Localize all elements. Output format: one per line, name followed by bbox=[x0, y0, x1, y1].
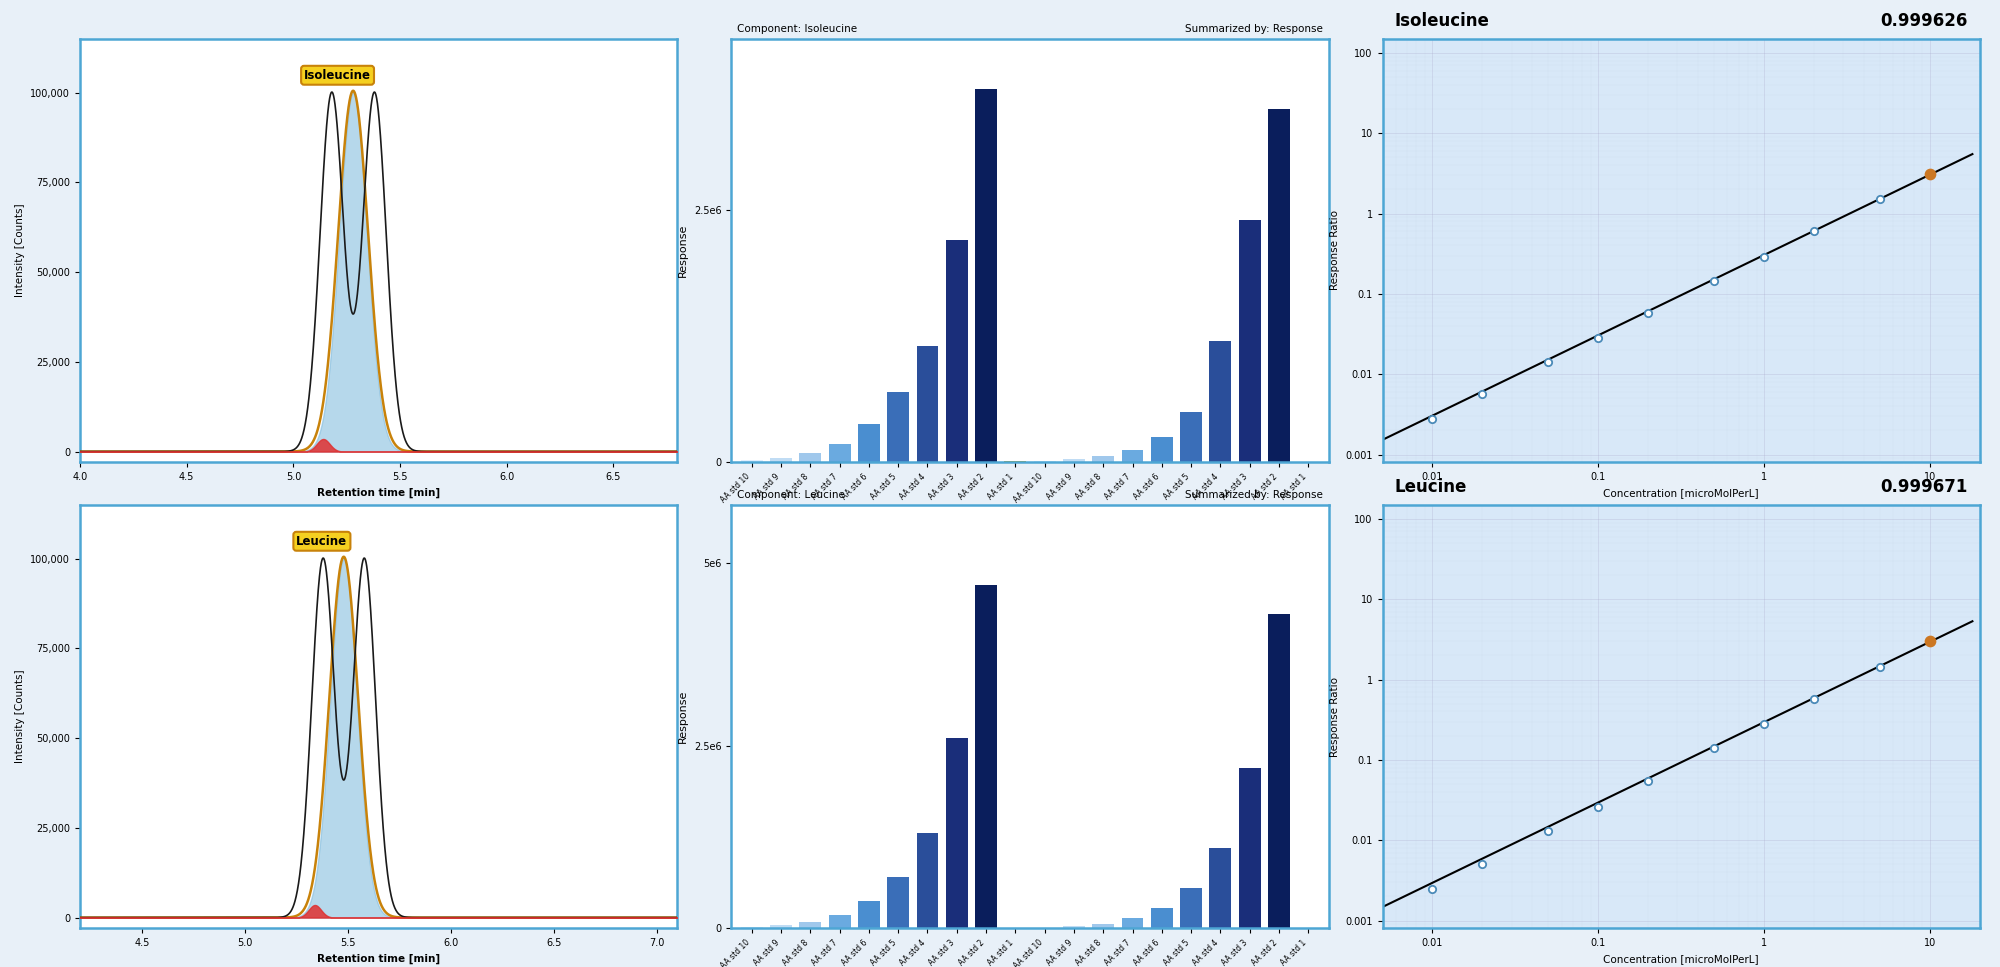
Bar bbox=[1122, 918, 1144, 928]
Y-axis label: Response Ratio: Response Ratio bbox=[1330, 211, 1340, 290]
Bar bbox=[1034, 461, 1056, 462]
Bar bbox=[740, 460, 762, 462]
Bar bbox=[800, 454, 822, 462]
Text: 0.999626: 0.999626 bbox=[1880, 13, 1968, 30]
Y-axis label: Intensity [Counts]: Intensity [Counts] bbox=[14, 670, 24, 763]
Y-axis label: Response: Response bbox=[678, 223, 688, 278]
Point bbox=[1532, 823, 1564, 838]
X-axis label: Concentration [microMolPerL]: Concentration [microMolPerL] bbox=[1604, 953, 1760, 963]
X-axis label: Retention time [min]: Retention time [min] bbox=[318, 953, 440, 964]
Point bbox=[1748, 717, 1780, 732]
Text: Isoleucine: Isoleucine bbox=[304, 69, 372, 82]
Bar bbox=[946, 241, 968, 462]
Point bbox=[1914, 633, 1946, 649]
Bar bbox=[770, 458, 792, 462]
Bar bbox=[916, 346, 938, 462]
Point bbox=[1632, 306, 1664, 321]
Bar bbox=[1092, 923, 1114, 928]
Text: Component: Isoleucine: Component: Isoleucine bbox=[738, 24, 858, 35]
Text: Summarized by: Response: Summarized by: Response bbox=[1184, 24, 1322, 35]
Text: Leucine: Leucine bbox=[1394, 479, 1466, 496]
Bar bbox=[1150, 908, 1172, 928]
Y-axis label: Response: Response bbox=[678, 689, 688, 744]
Point bbox=[1798, 223, 1830, 239]
Bar bbox=[976, 89, 998, 462]
Bar bbox=[800, 922, 822, 928]
Bar bbox=[828, 915, 850, 928]
Text: Summarized by: Response: Summarized by: Response bbox=[1184, 490, 1322, 501]
Bar bbox=[1092, 456, 1114, 462]
Point bbox=[1698, 273, 1730, 288]
Y-axis label: Response Ratio: Response Ratio bbox=[1330, 677, 1340, 756]
Point bbox=[1864, 191, 1896, 207]
Point bbox=[1532, 355, 1564, 370]
Bar bbox=[1238, 768, 1260, 928]
Bar bbox=[916, 834, 938, 928]
Text: Isoleucine: Isoleucine bbox=[1394, 13, 1490, 30]
Point bbox=[1582, 331, 1614, 346]
Bar bbox=[858, 424, 880, 462]
Bar bbox=[1180, 412, 1202, 462]
Bar bbox=[1268, 614, 1290, 928]
Point bbox=[1798, 690, 1830, 706]
X-axis label: Sample Injection: Sample Injection bbox=[978, 511, 1082, 520]
Bar bbox=[1004, 461, 1026, 462]
X-axis label: Retention time [min]: Retention time [min] bbox=[318, 487, 440, 498]
Point bbox=[1466, 387, 1498, 402]
Bar bbox=[1210, 848, 1232, 928]
Bar bbox=[1062, 926, 1084, 928]
Text: Component: Leucine: Component: Leucine bbox=[738, 490, 846, 501]
Point bbox=[1416, 411, 1448, 426]
Y-axis label: Intensity [Counts]: Intensity [Counts] bbox=[14, 204, 24, 297]
Point bbox=[1864, 659, 1896, 674]
Text: Leucine: Leucine bbox=[296, 535, 348, 547]
Bar bbox=[1062, 459, 1084, 462]
Bar bbox=[770, 925, 792, 928]
Bar bbox=[858, 900, 880, 928]
Bar bbox=[1180, 888, 1202, 928]
Bar bbox=[1210, 341, 1232, 462]
Bar bbox=[888, 392, 910, 462]
Bar bbox=[1268, 109, 1290, 462]
Text: 0.999671: 0.999671 bbox=[1880, 479, 1968, 496]
Bar bbox=[828, 444, 850, 462]
Bar bbox=[946, 739, 968, 928]
Point bbox=[1582, 799, 1614, 814]
Point bbox=[1698, 741, 1730, 756]
Point bbox=[1914, 166, 1946, 182]
Point bbox=[1748, 249, 1780, 264]
Bar bbox=[976, 585, 998, 928]
Bar bbox=[1122, 451, 1144, 462]
Point bbox=[1466, 857, 1498, 872]
Bar bbox=[1238, 220, 1260, 462]
X-axis label: Concentration [microMolPerL]: Concentration [microMolPerL] bbox=[1604, 487, 1760, 498]
Bar bbox=[740, 926, 762, 928]
Point bbox=[1416, 881, 1448, 896]
Point bbox=[1632, 773, 1664, 788]
Bar bbox=[888, 877, 910, 928]
Bar bbox=[1150, 437, 1172, 462]
